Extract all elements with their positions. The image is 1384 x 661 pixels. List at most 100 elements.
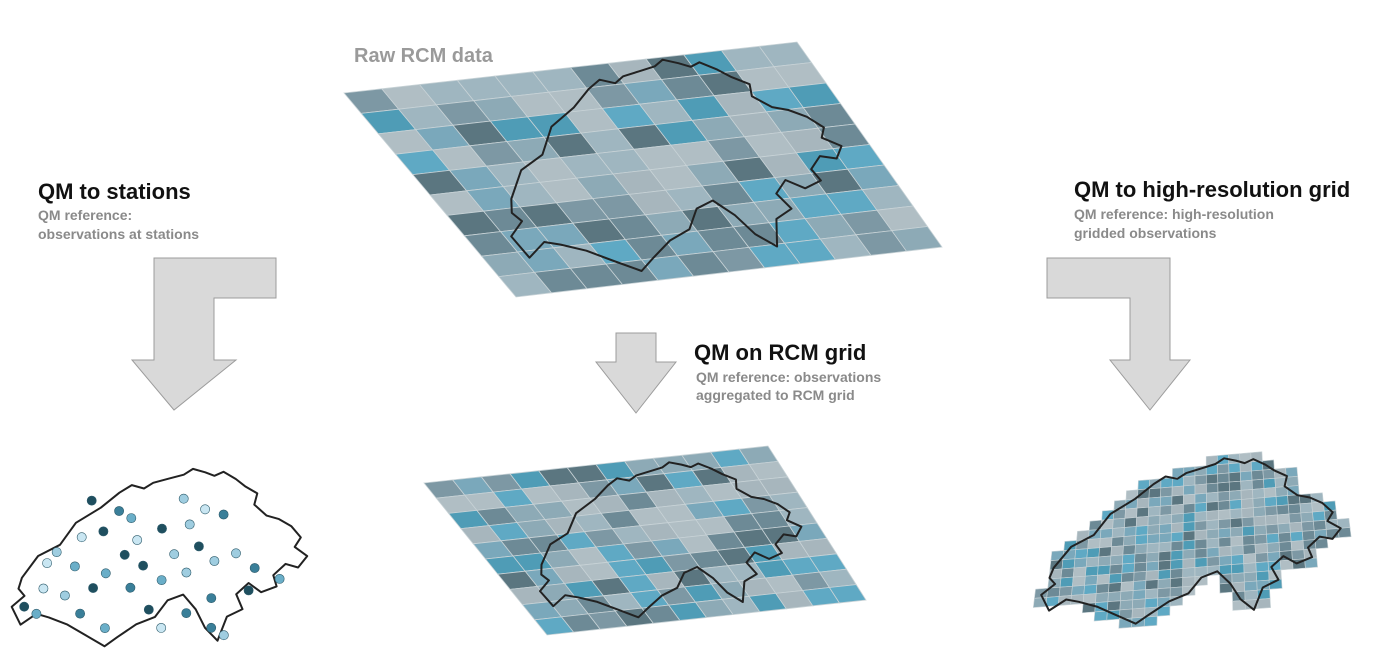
station-marker	[249, 563, 260, 573]
hires-cell	[1275, 495, 1289, 507]
hires-cell	[1230, 535, 1244, 547]
hires-cell	[1206, 491, 1219, 503]
station-marker	[206, 622, 217, 633]
hires-cell	[1144, 588, 1159, 600]
station-marker	[184, 519, 195, 530]
station-marker	[19, 601, 30, 612]
hires-cell	[1058, 585, 1073, 597]
hires-cell	[1148, 496, 1161, 508]
hires-cell	[1134, 543, 1148, 555]
station-marker	[60, 590, 70, 601]
hires-cell	[1312, 510, 1326, 522]
hires-cell	[1086, 547, 1100, 559]
hires-title: QM to high-resolution grid	[1074, 177, 1350, 202]
hires-cell	[1132, 598, 1146, 610]
station-marker	[38, 583, 49, 594]
hires-cell	[1194, 474, 1207, 486]
hires-cell	[1095, 583, 1110, 594]
hires-cell	[1137, 488, 1150, 500]
hires-cell	[1288, 512, 1302, 524]
hires-cell	[1217, 490, 1231, 502]
hires-cell	[1147, 524, 1161, 536]
hires-cell	[1242, 544, 1256, 555]
hires-cell	[1107, 591, 1122, 603]
hires-cell	[1182, 548, 1196, 560]
hires-cell	[1244, 589, 1258, 601]
hires-cell	[1218, 527, 1232, 539]
station-marker	[231, 548, 241, 559]
station-marker	[274, 574, 285, 584]
hires-cell	[1194, 483, 1207, 495]
station-marker	[132, 535, 143, 545]
station-marker	[119, 549, 130, 560]
rcm-reference-line2: aggregated to RCM grid	[696, 387, 855, 403]
hires-cell	[1243, 562, 1257, 574]
hires-cell	[1194, 557, 1208, 568]
hires-cell	[1206, 482, 1219, 494]
hires-cell	[1182, 530, 1196, 542]
hires-cell	[1301, 530, 1316, 541]
hires-cell	[1206, 546, 1220, 558]
rcm-corrected-grid	[423, 445, 867, 636]
hires-cell	[1159, 495, 1173, 507]
hires-cell	[1257, 598, 1271, 609]
hires-cell	[1120, 590, 1134, 602]
hires-cell	[1120, 581, 1135, 592]
rcm-title: QM on RCM grid	[694, 340, 866, 365]
hires-cell	[1087, 538, 1101, 550]
hires-cell	[1158, 532, 1172, 544]
hires-cell	[1083, 584, 1098, 595]
hires-cell	[1146, 533, 1160, 545]
hires-cell	[1228, 480, 1242, 492]
hires-cell	[1183, 475, 1196, 487]
hires-cell	[1194, 520, 1208, 532]
hires-cell	[1170, 540, 1184, 552]
hires-cell	[1109, 563, 1123, 575]
hires-cell	[1135, 534, 1148, 546]
hires-cell	[1170, 558, 1184, 570]
hires-cell	[1278, 541, 1293, 552]
hires-cell	[1134, 552, 1148, 564]
hires-panel: QM to high-resolution grid QM reference:…	[1032, 177, 1352, 629]
hires-cell	[1242, 525, 1255, 537]
hires-cell	[1182, 521, 1196, 533]
hires-cell	[1182, 512, 1196, 523]
hires-cell	[1171, 513, 1184, 524]
hires-cell	[1219, 564, 1233, 576]
hires-cell	[1061, 558, 1076, 570]
hires-cell	[1278, 531, 1292, 543]
hires-cell	[1218, 555, 1232, 566]
hires-reference-line2: gridded observations	[1074, 225, 1217, 241]
hires-cell	[1265, 523, 1279, 535]
hires-cell	[1300, 511, 1314, 523]
stations-arrow	[130, 257, 277, 411]
hires-cell	[1159, 523, 1172, 535]
hires-cell	[1301, 520, 1315, 532]
station-marker	[98, 526, 109, 537]
hires-cell	[1183, 493, 1196, 505]
hires-switzerland-outline	[1040, 457, 1342, 625]
hires-cell	[1194, 502, 1208, 513]
hires-cell	[1095, 592, 1109, 604]
station-marker	[114, 506, 124, 516]
stations-reference-line2: observations at stations	[38, 226, 199, 242]
hires-cell	[1266, 532, 1280, 544]
hires-cell	[1157, 578, 1171, 590]
hires-cell	[1263, 477, 1276, 489]
hires-cell	[1099, 528, 1114, 539]
rcm-grid-panel: QM on RCM grid QM reference: observation…	[423, 332, 881, 636]
hires-cell	[1276, 513, 1291, 525]
hires-cell	[1133, 570, 1147, 582]
hires-cell	[1217, 509, 1231, 521]
hires-arrow	[1046, 257, 1192, 411]
station-marker	[86, 495, 97, 506]
hires-cell	[1194, 547, 1208, 559]
hires-cell	[1182, 502, 1196, 514]
hires-cell	[1206, 537, 1220, 549]
station-marker	[218, 630, 229, 641]
hires-cell	[1263, 487, 1277, 498]
hires-cell	[1240, 489, 1254, 500]
hires-cell	[1170, 549, 1184, 561]
hires-cell	[1182, 539, 1196, 551]
hires-cell	[1243, 571, 1258, 583]
